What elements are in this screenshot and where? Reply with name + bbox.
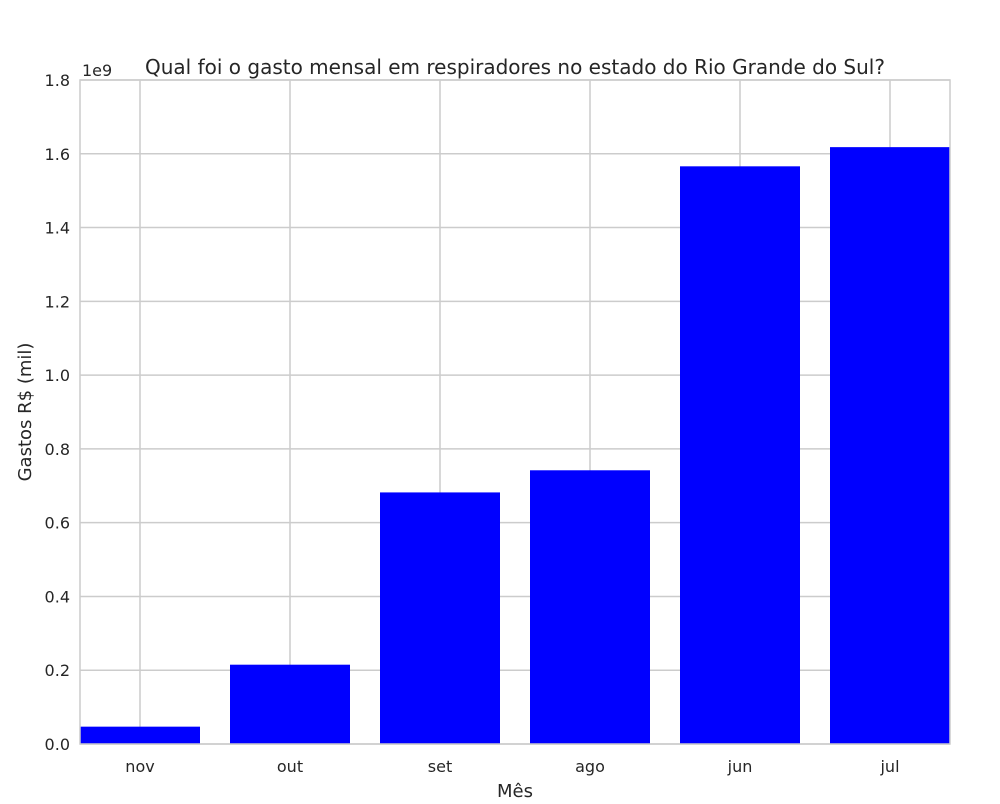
x-tick-label: jun [727,757,753,776]
bar-out [230,664,350,744]
y-tick-label: 1.4 [45,219,70,238]
x-tick-label: nov [125,757,154,776]
y-offset-label: 1e9 [82,61,112,80]
x-tick-label: out [277,757,303,776]
bar-set [380,492,500,744]
y-axis-label: Gastos R$ (mil) [15,343,36,482]
x-axis-label: Mês [497,781,533,800]
bar-ago [530,470,650,744]
ticks-layer: 0.0 0.2 0.4 0.6 0.8 1.0 1.2 1.4 1.6 1.8 nov out set a… [45,71,900,776]
y-tick-label: 1.6 [45,145,70,164]
x-tick-label: jul [879,757,899,776]
y-tick-label: 0.6 [45,514,70,533]
bar-jun [680,166,800,744]
y-tick-label: 0.4 [45,587,70,606]
y-tick-label: 0.8 [45,440,70,459]
y-tick-label: 1.0 [45,366,70,385]
chart-title: Qual foi o gasto mensal em respiradores … [145,55,885,79]
plot-frame [79,79,951,745]
y-tick-label: 1.8 [45,71,70,90]
bar-nov [80,726,200,744]
x-tick-label: ago [575,757,605,776]
y-tick-label: 0.0 [45,735,70,754]
bars-layer [80,147,950,745]
grid-layer [80,79,950,745]
y-tick-label: 0.2 [45,661,70,680]
bar-jul [830,147,950,745]
y-tick-label: 1.2 [45,292,70,311]
x-tick-label: set [428,757,452,776]
